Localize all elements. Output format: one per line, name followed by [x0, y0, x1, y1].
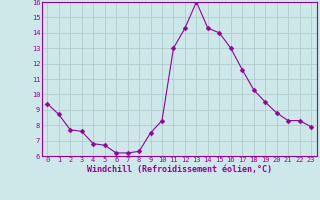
X-axis label: Windchill (Refroidissement éolien,°C): Windchill (Refroidissement éolien,°C)	[87, 165, 272, 174]
